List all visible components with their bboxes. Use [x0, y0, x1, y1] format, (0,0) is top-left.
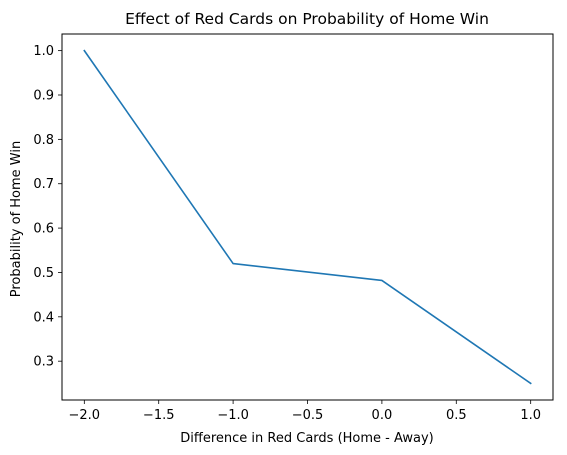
x-tick-label: 0.0	[372, 408, 393, 423]
x-axis-label: Difference in Red Cards (Home - Away)	[180, 431, 433, 446]
chart-title: Effect of Red Cards on Probability of Ho…	[125, 10, 489, 28]
x-tick-label: −2.0	[69, 408, 101, 423]
plot-area: −2.0 −1.5 −1.0 −0.5 0.0 0.5 1.0 0.30.40.50.60.…	[33, 33, 554, 423]
y-axis: 0.3 0.4 0.5 0.6 0.7 0.8 0.9 1.0	[33, 44, 62, 370]
x-tick-label: −0.5	[292, 408, 324, 423]
y-tick-label: 0.5	[33, 266, 54, 281]
x-tick-label: −1.5	[143, 408, 175, 423]
x-tick-label: 1.0	[520, 408, 541, 423]
y-tick-label: 0.4	[33, 310, 54, 325]
y-tick-label: 0.6	[33, 222, 54, 237]
x-tick-label: −1.0	[217, 408, 249, 423]
y-tick-label: 0.7	[33, 177, 54, 192]
series-line	[83, 49, 532, 385]
y-axis-label: Probability of Home Win	[9, 141, 24, 297]
y-tick-label: 1.0	[33, 44, 54, 59]
y-tick-label: 0.3	[33, 355, 54, 370]
y-tick-label: 0.9	[33, 89, 54, 104]
x-tick-label: 0.5	[446, 408, 467, 423]
y-tick-label: 0.8	[33, 133, 54, 148]
x-axis: −2.0 −1.5 −1.0 −0.5 0.0 0.5 1.0	[69, 400, 541, 423]
